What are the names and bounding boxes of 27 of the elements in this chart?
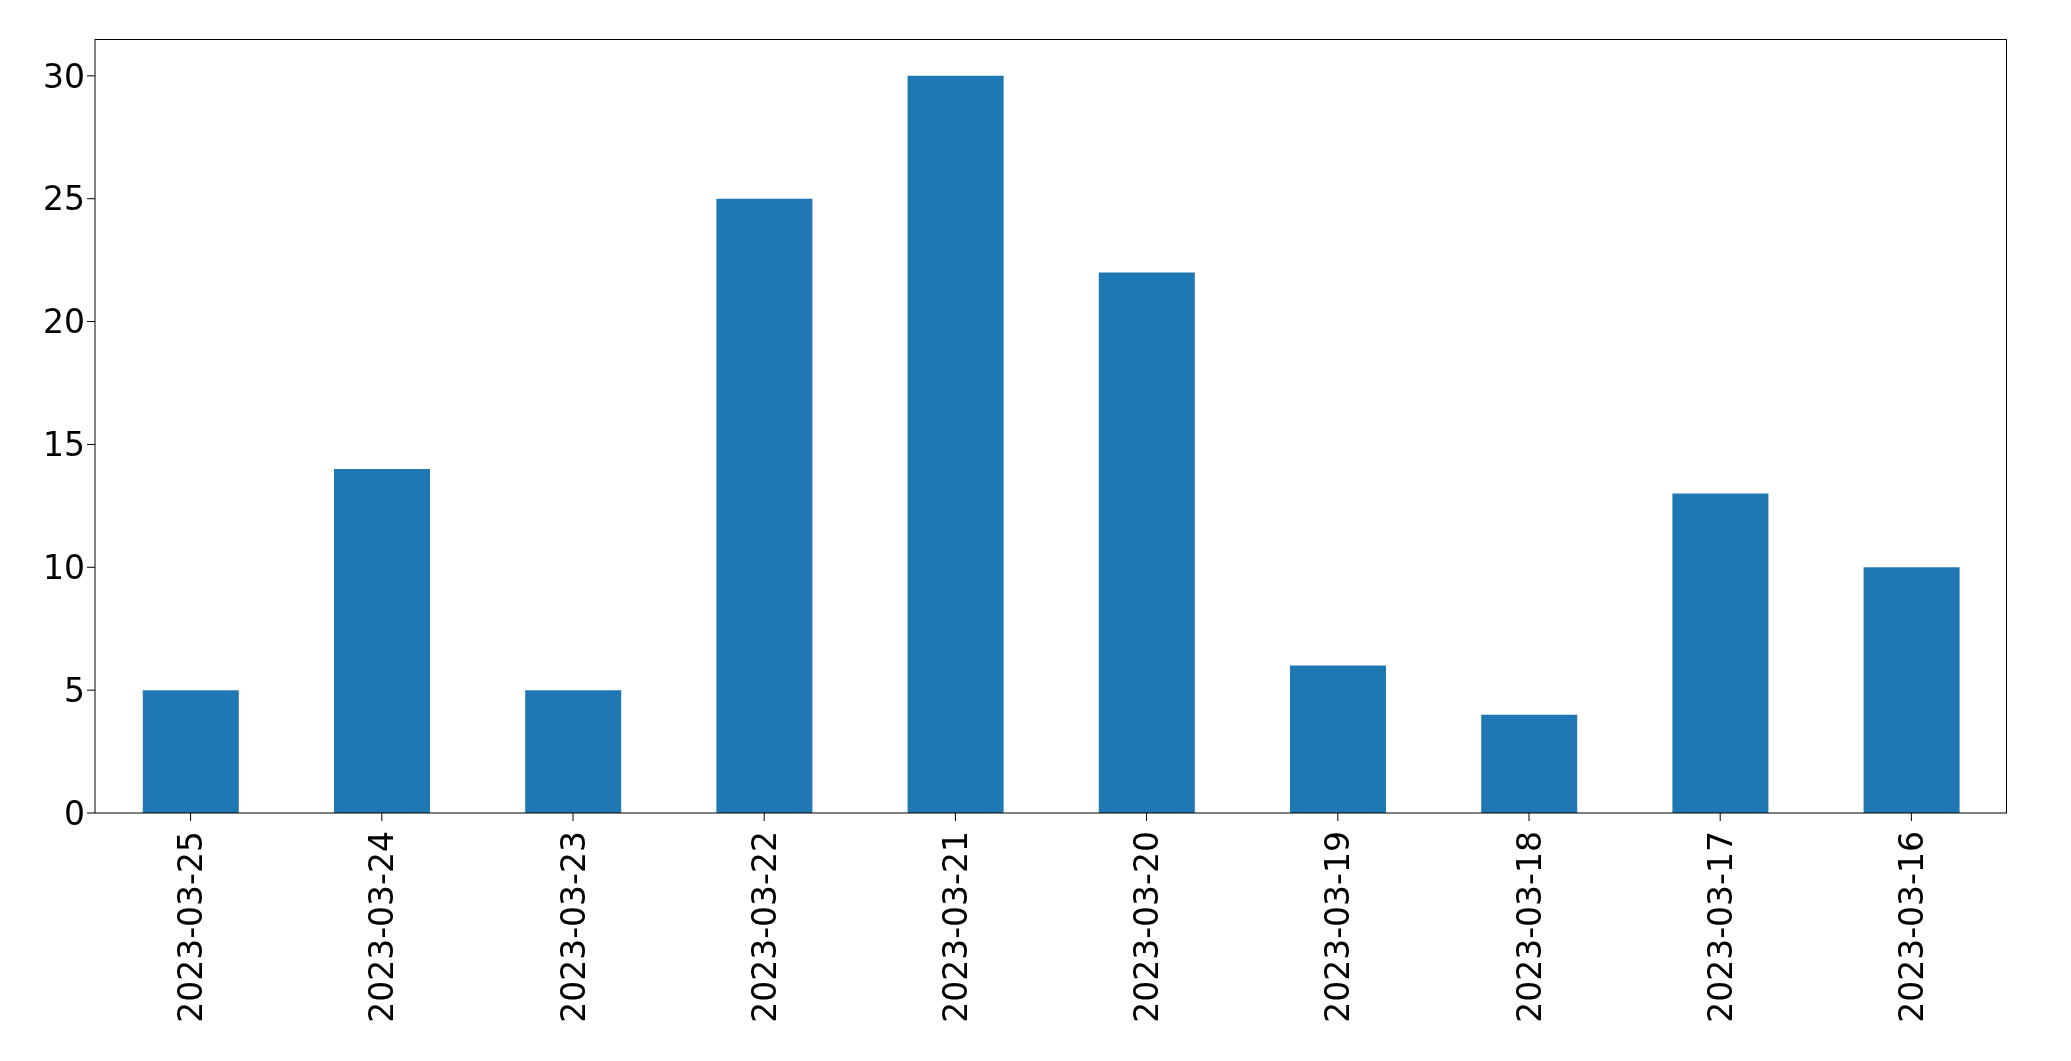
- bar: [1098, 272, 1195, 813]
- x-tick-label: 2023-03-19: [1318, 831, 1358, 1023]
- x-tick-label: 2023-03-17: [1700, 831, 1740, 1023]
- x-tick-label: 2023-03-20: [1127, 831, 1167, 1023]
- bar: [1863, 567, 1960, 813]
- x-tick-label: 2023-03-18: [1509, 831, 1549, 1023]
- y-tick-label: 25: [43, 179, 85, 219]
- bar: [142, 690, 239, 813]
- y-tick-label: 15: [43, 425, 85, 465]
- bar: [907, 75, 1004, 813]
- x-tick-label: 2023-03-25: [171, 831, 211, 1023]
- x-tick-label: 2023-03-16: [1891, 831, 1931, 1023]
- bar: [334, 469, 430, 813]
- bar: [716, 198, 813, 813]
- bar: [1290, 665, 1386, 813]
- x-tick-label: 2023-03-21: [935, 831, 975, 1023]
- y-tick-label: 30: [43, 56, 85, 96]
- x-tick-label: 2023-03-22: [744, 831, 784, 1023]
- x-tick-label: 2023-03-24: [362, 831, 402, 1023]
- bar: [525, 690, 622, 813]
- y-tick-label: 20: [43, 302, 85, 342]
- y-tick-label: 0: [64, 793, 85, 833]
- bar: [1481, 714, 1578, 813]
- x-tick-label: 2023-03-23: [553, 831, 593, 1023]
- y-tick-label: 5: [64, 670, 85, 710]
- y-tick-label: 10: [43, 548, 85, 587]
- bar: [1672, 493, 1769, 813]
